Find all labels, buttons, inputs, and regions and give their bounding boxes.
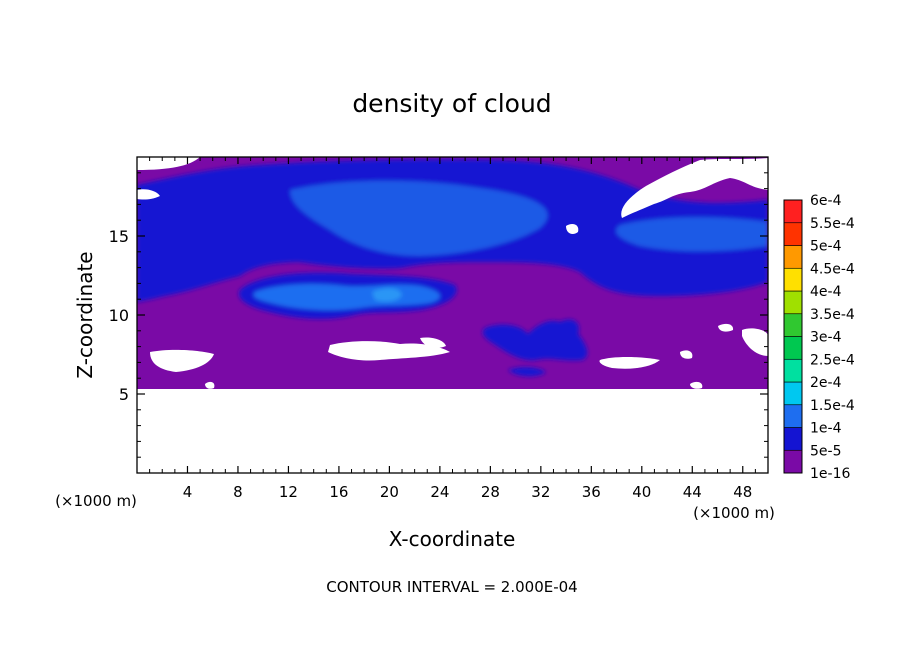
colorbar-swatch xyxy=(783,245,803,269)
y-tick-label: 15 xyxy=(109,227,129,246)
cloud-free-gaps xyxy=(137,157,768,389)
colorbar-swatch xyxy=(783,427,803,451)
x-tick-label: 32 xyxy=(531,483,550,501)
y-axis-label: Z-coordinate xyxy=(73,251,97,378)
colorbar-swatch xyxy=(783,199,803,224)
chart-title: density of cloud xyxy=(352,89,551,118)
x-tick-label: 20 xyxy=(380,483,399,501)
colorbar: 1e-16 5e-5 1e-4 1.5e-4 2e-4 2.5e-4 3e-4 3.5e-4 4… xyxy=(783,193,855,482)
colorbar-frame xyxy=(783,199,803,474)
colorbar-label: 2.5e-4 xyxy=(810,352,855,368)
colorbar-label: 5.5e-4 xyxy=(810,216,855,232)
x-tick-label: 4 xyxy=(183,483,193,501)
y-tick-label: 5 xyxy=(119,385,129,404)
lower-cloud-cell xyxy=(482,319,588,361)
upper-cloud-core-right xyxy=(616,217,768,252)
mid-cloud-core-peak xyxy=(372,288,402,302)
colorbar-label: 4e-4 xyxy=(810,284,842,300)
colorbar-label: 3.5e-4 xyxy=(810,307,855,323)
contour-field xyxy=(137,157,768,473)
colorbar-swatch xyxy=(783,358,803,383)
colorbar-swatch xyxy=(783,222,803,246)
x-tick-label: 40 xyxy=(632,483,651,501)
colorbar-swatch xyxy=(783,449,803,474)
colorbar-label: 6e-4 xyxy=(810,193,842,209)
colorbar-label: 1.5e-4 xyxy=(810,398,855,414)
colorbar-label: 5e-5 xyxy=(810,443,841,459)
x-unit-label-left: (×1000 m) xyxy=(55,492,137,510)
upper-cloud-lobe-left xyxy=(137,232,235,302)
colorbar-swatch xyxy=(783,313,803,337)
lower-cloud-wisp xyxy=(508,367,546,377)
x-tick-label: 8 xyxy=(233,483,243,501)
colorbar-label: 5e-4 xyxy=(810,239,842,255)
colorbar-label: 1e-16 xyxy=(810,466,850,482)
x-unit-label-right: (×1000 m) xyxy=(693,504,775,522)
y-tick-label: 10 xyxy=(109,306,129,325)
contour-interval-note: CONTOUR INTERVAL = 2.000E-04 xyxy=(326,578,577,596)
cloud-free-lower-region xyxy=(137,389,768,473)
colorbar-label: 4.5e-4 xyxy=(810,261,855,277)
colorbar-swatch xyxy=(783,404,803,428)
colorbar-label: 2e-4 xyxy=(810,375,842,391)
colorbar-swatch xyxy=(783,336,803,360)
x-tick-label: 24 xyxy=(430,483,449,501)
colorbar-swatch xyxy=(783,381,803,406)
x-axis-label: X-coordinate xyxy=(389,527,516,551)
x-tick-label: 44 xyxy=(683,483,702,501)
colorbar-swatch xyxy=(783,267,803,292)
x-tick-label: 12 xyxy=(279,483,298,501)
x-tick-label: 48 xyxy=(733,483,752,501)
x-tick-label: 16 xyxy=(329,483,348,501)
colorbar-label: 1e-4 xyxy=(810,421,842,437)
colorbar-swatch xyxy=(783,290,803,315)
x-tick-label: 28 xyxy=(481,483,500,501)
upper-cloud-core xyxy=(290,180,548,256)
colorbar-label: 3e-4 xyxy=(810,330,842,346)
x-tick-label: 36 xyxy=(582,483,601,501)
